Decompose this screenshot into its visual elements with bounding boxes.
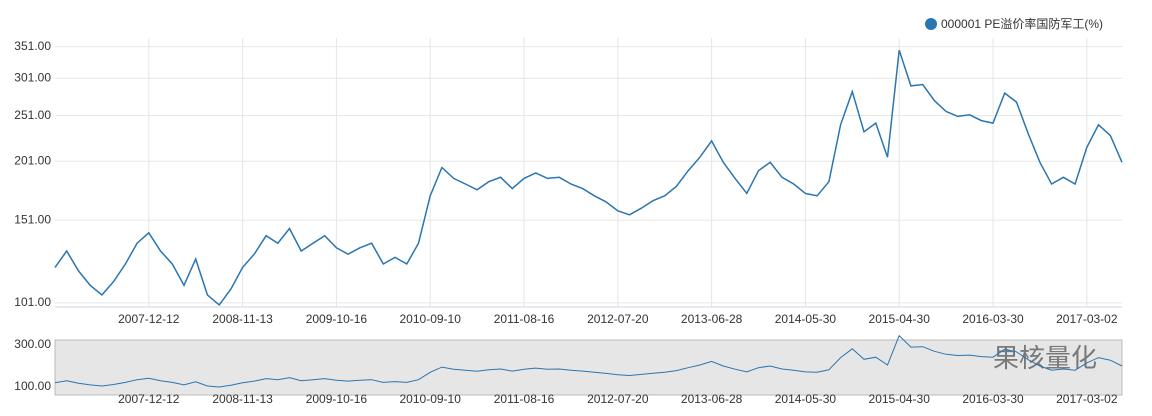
x-tick-label: 2013-06-28 <box>681 312 743 326</box>
x-tick-label: 2014-05-30 <box>775 312 837 326</box>
y-tick-label: 100.00 <box>14 379 51 393</box>
x-tick-label: 2011-08-16 <box>494 392 555 406</box>
x-tick-label: 2010-09-10 <box>400 312 462 326</box>
x-tick-label: 2012-07-20 <box>587 312 649 326</box>
x-tick-label: 2017-03-02 <box>1056 392 1118 406</box>
y-tick-label: 101.00 <box>14 295 51 309</box>
x-tick-label: 2007-12-12 <box>118 392 180 406</box>
navigator-bg <box>54 339 1123 396</box>
y-tick-label: 351.00 <box>14 39 51 53</box>
x-tick-label: 2009-10-16 <box>306 312 368 326</box>
x-tick-label: 2012-07-20 <box>587 392 649 406</box>
x-tick-label: 2008-11-13 <box>212 392 273 406</box>
x-tick-label: 2009-10-16 <box>306 392 368 406</box>
y-tick-label: 301.00 <box>14 70 51 84</box>
x-tick-label: 2007-12-12 <box>118 312 180 326</box>
x-tick-label: 2013-06-28 <box>681 392 743 406</box>
x-tick-label: 2008-11-13 <box>212 312 273 326</box>
x-tick-label: 2016-03-30 <box>962 392 1024 406</box>
legend-label[interactable]: 000001 PE溢价率国防军工(%) <box>941 16 1103 31</box>
series-line <box>54 49 1123 306</box>
y-tick-label: 251.00 <box>14 108 51 122</box>
y-tick-label: 151.00 <box>14 212 51 226</box>
legend-marker <box>925 18 937 30</box>
navigator-line <box>54 334 1123 388</box>
y-tick-label: 201.00 <box>14 153 51 167</box>
x-tick-label: 2010-09-10 <box>400 392 462 406</box>
x-tick-label: 2016-03-30 <box>962 312 1024 326</box>
x-tick-label: 2011-08-16 <box>494 312 555 326</box>
x-tick-label: 2014-05-30 <box>775 392 837 406</box>
watermark: 果核量化 <box>993 343 1097 373</box>
x-tick-label: 2017-03-02 <box>1056 312 1118 326</box>
y-tick-label: 300.00 <box>14 337 51 351</box>
x-tick-label: 2015-04-30 <box>869 392 931 406</box>
x-tick-label: 2015-04-30 <box>869 312 931 326</box>
